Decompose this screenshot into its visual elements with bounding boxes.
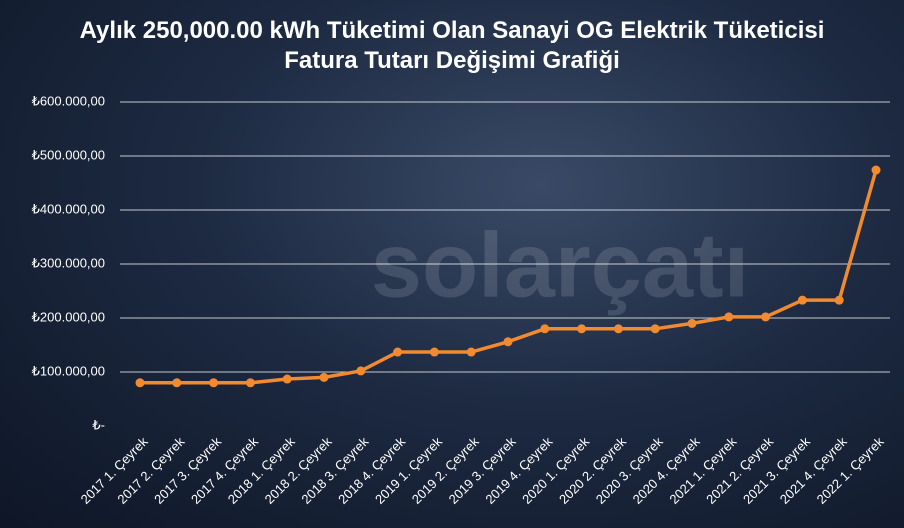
y-tick-label: ₺100.000,00 [32, 363, 105, 378]
marker [797, 295, 807, 305]
y-tick-label: ₺600.000,00 [32, 93, 105, 108]
marker [356, 366, 366, 376]
marker [393, 347, 403, 357]
watermark: solarçatı [371, 214, 749, 316]
y-tick-label: ₺500.000,00 [32, 147, 105, 162]
marker [209, 378, 219, 388]
marker [650, 324, 660, 334]
x-tick-label: 2022 1. Çeyrek [814, 434, 887, 507]
y-tick-label: ₺400.000,00 [32, 201, 105, 216]
marker [761, 312, 771, 322]
y-tick-label: ₺300.000,00 [32, 255, 105, 270]
marker [245, 378, 255, 388]
marker [613, 324, 623, 334]
marker [871, 165, 881, 175]
marker [577, 324, 587, 334]
y-tick-label: ₺- [92, 417, 105, 432]
marker [135, 378, 145, 388]
marker [540, 324, 550, 334]
y-tick-label: ₺200.000,00 [32, 309, 105, 324]
chart-title: Aylık 250,000.00 kWh Tüketimi Olan Sanay… [79, 17, 825, 74]
marker [687, 318, 697, 328]
marker [724, 312, 734, 322]
marker [503, 337, 513, 347]
marker [429, 347, 439, 357]
marker [282, 374, 292, 384]
marker [834, 295, 844, 305]
marker [172, 378, 182, 388]
marker [466, 347, 476, 357]
marker [319, 372, 329, 382]
